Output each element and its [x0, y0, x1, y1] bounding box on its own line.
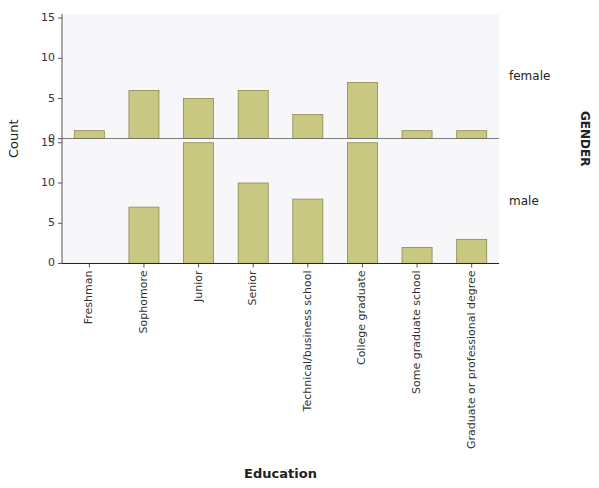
y-tick-label: 5	[48, 216, 55, 229]
x-tick	[89, 263, 90, 267]
bar	[457, 131, 487, 139]
y-tick-label: 0	[48, 256, 55, 269]
y-tick-label: 5	[48, 92, 55, 105]
y-axis-line	[62, 139, 63, 264]
x-tick-label: Graduate or professional degree	[465, 270, 478, 449]
y-tick	[58, 138, 62, 139]
x-tick	[198, 263, 199, 267]
panel-background	[62, 14, 499, 139]
bar	[238, 90, 268, 138]
y-axis-line	[62, 14, 63, 139]
y-tick	[58, 18, 62, 19]
x-tick-label: Technical/business school	[301, 270, 314, 412]
x-tick-label: College graduate	[355, 270, 368, 365]
annotation: GENDER	[578, 111, 592, 167]
x-tick	[143, 263, 144, 267]
bar	[129, 207, 159, 263]
panel-background	[62, 139, 499, 264]
bars	[74, 82, 486, 138]
y-tick	[58, 223, 62, 224]
x-tick	[362, 263, 363, 267]
panel-label: male	[509, 194, 539, 208]
bar	[184, 143, 214, 264]
x-tick	[417, 263, 418, 267]
y-tick-label: 10	[41, 51, 55, 64]
bar	[402, 131, 432, 139]
bar	[74, 131, 104, 139]
y-tick-label: 15	[41, 136, 55, 149]
y-tick-label: 15	[41, 11, 55, 24]
x-tick-label: Sophomore	[137, 270, 150, 333]
x-tick	[307, 263, 308, 267]
bars	[129, 143, 487, 264]
y-tick	[58, 183, 62, 184]
x-tick-label: Junior	[192, 270, 205, 303]
x-tick	[253, 263, 254, 267]
bar	[129, 90, 159, 138]
x-tick	[471, 263, 472, 267]
x-tick-label: Freshman	[82, 270, 95, 324]
bar	[347, 143, 377, 264]
chart: 051015female051015maleFreshmanSophomoreJ…	[0, 0, 599, 488]
bar	[402, 247, 432, 263]
x-tick-label: Some graduate school	[410, 270, 423, 393]
y-axis-label: Count	[6, 119, 21, 158]
bar	[293, 115, 323, 139]
x-tick-label: Senior	[246, 270, 259, 306]
y-tick	[58, 263, 62, 264]
bar	[293, 199, 323, 263]
y-tick	[58, 98, 62, 99]
y-tick	[58, 58, 62, 59]
bar	[347, 82, 377, 138]
bar	[457, 239, 487, 263]
bar	[184, 99, 214, 139]
y-tick	[58, 142, 62, 143]
panel-label: female	[509, 69, 550, 83]
x-axis-line	[62, 263, 499, 264]
bar	[238, 183, 268, 263]
x-axis-label: Education	[244, 466, 317, 481]
y-tick-label: 10	[41, 176, 55, 189]
